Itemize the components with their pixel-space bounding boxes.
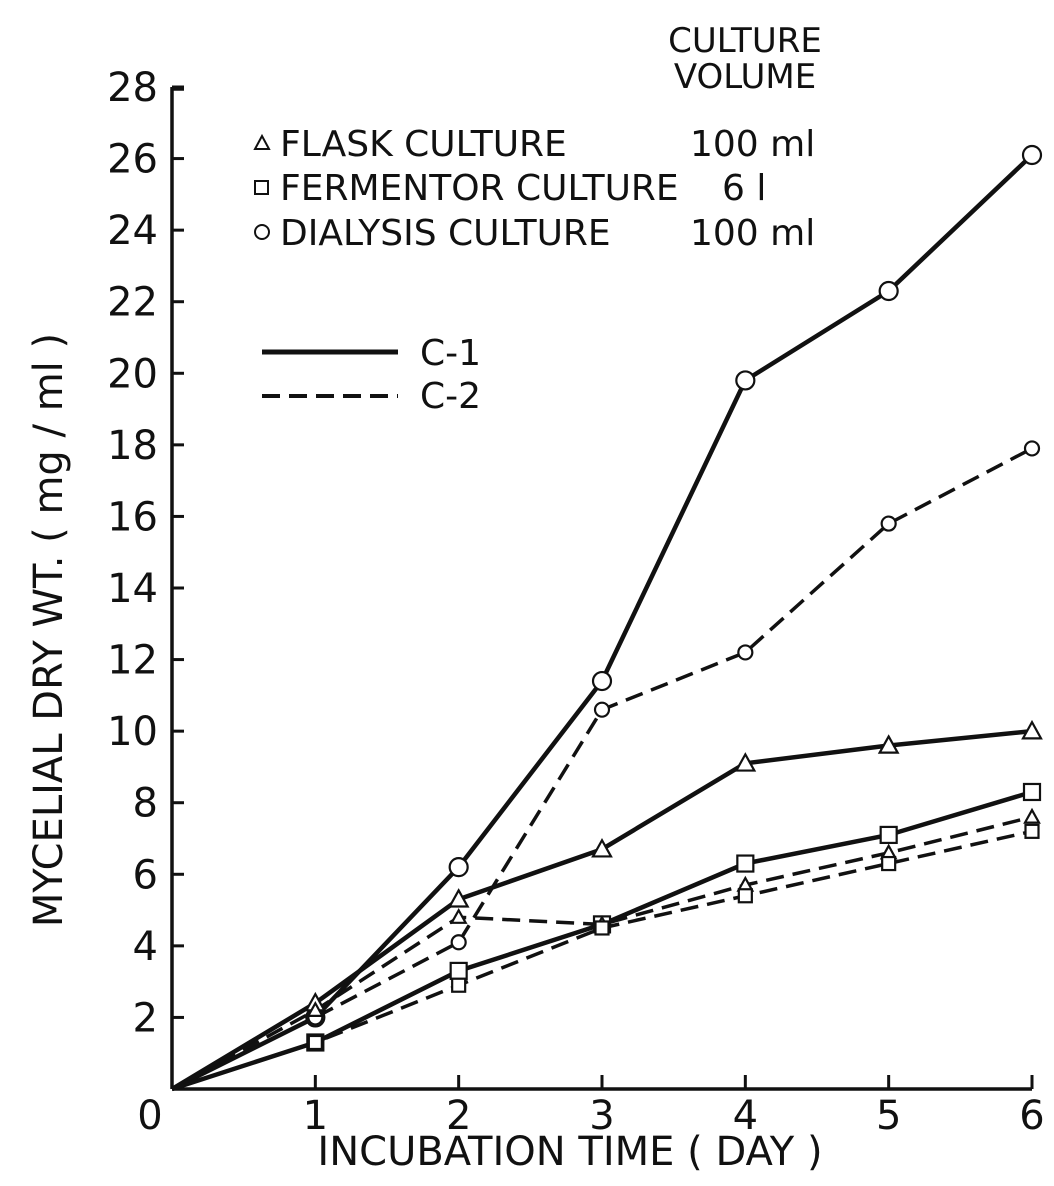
y-axis-title: MYCELIAL DRY WT. ( mg / ml ) [26,333,72,927]
legend-entry-fermentor: FERMENTOR CULTURE 6 l [254,168,766,209]
y-tick-label-22: 22 [107,280,158,326]
y-tick-label-8: 8 [133,781,158,827]
legend-label-c2: C-2 [420,376,481,417]
series-0-point-2 [448,857,469,878]
series-5-point-3 [594,920,610,936]
y-tick-label-28: 28 [107,65,158,111]
series-0-point-3 [591,670,613,692]
series-5-point-6 [1024,823,1040,839]
y-tick-label-6: 6 [133,852,158,898]
y-tick-label-14: 14 [107,566,158,612]
series-2-point-2 [447,888,470,908]
y-tick-label-18: 18 [107,423,158,469]
legend-label-flask: FLASK CULTURE [280,124,567,165]
series-markers [304,144,1043,1052]
series-0-point-6 [1021,144,1043,166]
series-3-point-5 [879,825,898,845]
series-5-point-1 [307,1034,323,1051]
legend-style-c2: C-2 [262,376,481,417]
legend-marker-triangle [253,133,271,150]
y-tick-label-10: 10 [107,709,158,755]
legend-label-dialysis: DIALYSIS CULTURE [280,213,611,254]
series-3-point-6 [1022,782,1042,802]
x-tick-label-3: 3 [589,1093,614,1139]
legend-label-c1: C-1 [420,333,481,374]
legend-volume-flask: 100 ml [690,124,815,165]
series-1-point-2 [450,934,467,951]
y-tick-label-24: 24 [107,208,158,254]
series-3-point-2 [449,961,468,981]
legend-volume-fermentor: 6 l [722,168,766,209]
x-tick-label-0: 0 [137,1093,162,1139]
x-tick-label-1: 1 [303,1093,328,1139]
series-5-point-4 [737,888,753,904]
legend-label-fermentor: FERMENTOR CULTURE [280,168,679,209]
x-tick-label-5: 5 [876,1093,901,1139]
series-0-point-5 [878,280,899,302]
series-line-5 [171,829,1033,1091]
y-tick-label-20: 20 [107,351,158,397]
y-tick-label-12: 12 [107,638,158,684]
series-5-point-5 [881,855,897,872]
x-tick-label-6: 6 [1019,1093,1044,1139]
series-2-point-3 [591,837,613,858]
series-1-point-5 [880,515,897,532]
series-2-point-5 [877,734,900,754]
series-line-3 [171,789,1033,1092]
legend-header-line-1: CULTURE [668,21,822,61]
x-tick-label-4: 4 [733,1093,758,1139]
series-4-point-1 [306,1001,325,1017]
x-tick-label-2: 2 [446,1093,471,1139]
legend-style-c1: C-1 [262,333,481,374]
y-tick-label-2: 2 [133,995,158,1041]
series-lines [170,153,1034,1092]
series-line-0 [170,153,1034,1092]
legend-marker-circle [254,224,270,240]
series-line-2 [170,728,1033,1091]
legend-marker-square [254,180,269,195]
series-4-point-2 [449,907,468,924]
legend-volume-dialysis: 100 ml [690,213,815,254]
series-5-point-2 [451,977,467,993]
legend: CULTURE VOLUME FLASK CULTURE 100 ml FERM… [253,21,822,417]
legend-header-line-2: VOLUME [674,57,816,97]
x-axis-title: INCUBATION TIME ( DAY ) [317,1129,822,1175]
series-line-1 [171,446,1033,1091]
y-tick-label-4: 4 [133,924,158,970]
series-2-point-4 [734,752,757,772]
series-4-point-6 [1023,807,1041,824]
y-tick-label-16: 16 [107,494,158,540]
x-ticks: 0 1 2 3 4 5 6 [137,1075,1045,1139]
y-tick-label-26: 26 [107,137,158,183]
legend-entry-flask: FLASK CULTURE 100 ml [253,124,815,165]
series-0-point-4 [735,370,756,391]
series-1-point-6 [1023,440,1041,457]
series-3-point-4 [736,854,755,873]
series-1-point-3 [593,701,611,718]
legend-entry-dialysis: DIALYSIS CULTURE 100 ml [254,213,815,254]
series-2-point-6 [1021,719,1043,740]
series-1-point-4 [737,644,754,661]
